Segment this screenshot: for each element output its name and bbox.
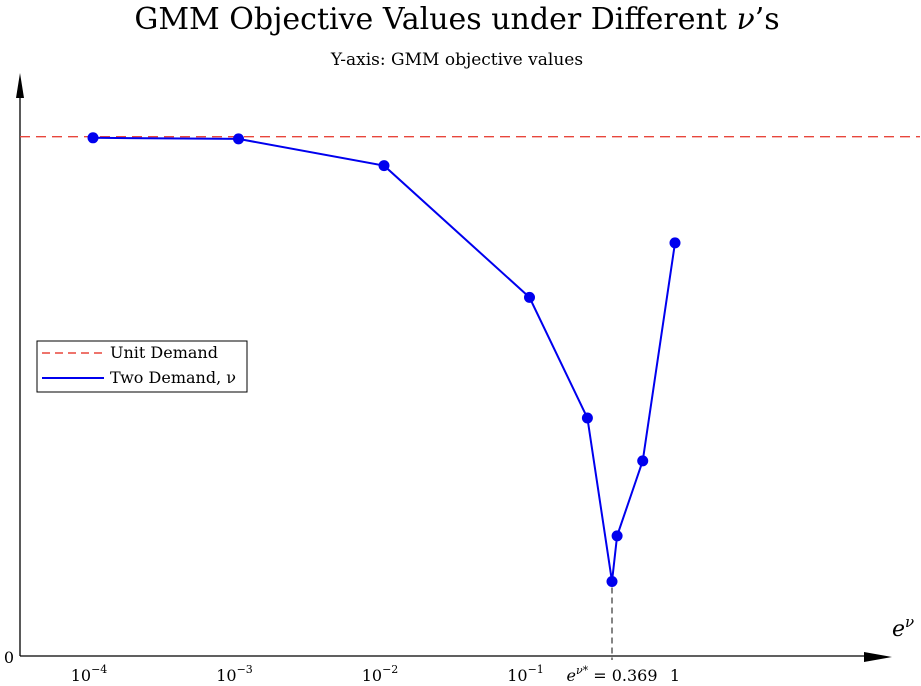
data-point xyxy=(87,132,99,144)
data-point xyxy=(637,455,649,467)
data-point xyxy=(524,291,535,303)
data-point xyxy=(233,133,244,145)
x-tick-labels: 10−4 10−3 10−2 10−1 1 xyxy=(71,663,680,685)
x-axis-arrowhead xyxy=(864,652,892,662)
x-tick-label: 10−2 xyxy=(362,663,399,685)
two-demand-points xyxy=(87,132,681,587)
legend-unit-demand-label: Unit Demand xyxy=(110,343,218,362)
x-tick-label: 10−4 xyxy=(71,663,108,685)
data-point xyxy=(669,237,681,249)
data-point xyxy=(606,575,618,587)
data-point xyxy=(378,160,390,172)
y-axis-zero-label: 0 xyxy=(4,648,14,667)
data-point xyxy=(611,530,623,542)
chart-title: GMM Objective Values under Different ν’s xyxy=(134,2,779,37)
data-point xyxy=(581,412,593,424)
x-tick-label: 1 xyxy=(670,666,680,685)
y-axis-arrowhead xyxy=(16,73,24,98)
optimum-label: eν* = 0.369 xyxy=(566,664,657,685)
chart-subtitle: Y-axis: GMM objective values xyxy=(330,50,583,70)
legend: Unit Demand Two Demand, ν xyxy=(36,340,248,393)
x-tick-label: 10−3 xyxy=(216,663,253,685)
x-tick-label: 10−1 xyxy=(507,663,544,685)
legend-two-demand-label: Two Demand, ν xyxy=(110,368,236,387)
x-axis-label: eν xyxy=(892,613,914,642)
legend-box xyxy=(36,340,248,393)
